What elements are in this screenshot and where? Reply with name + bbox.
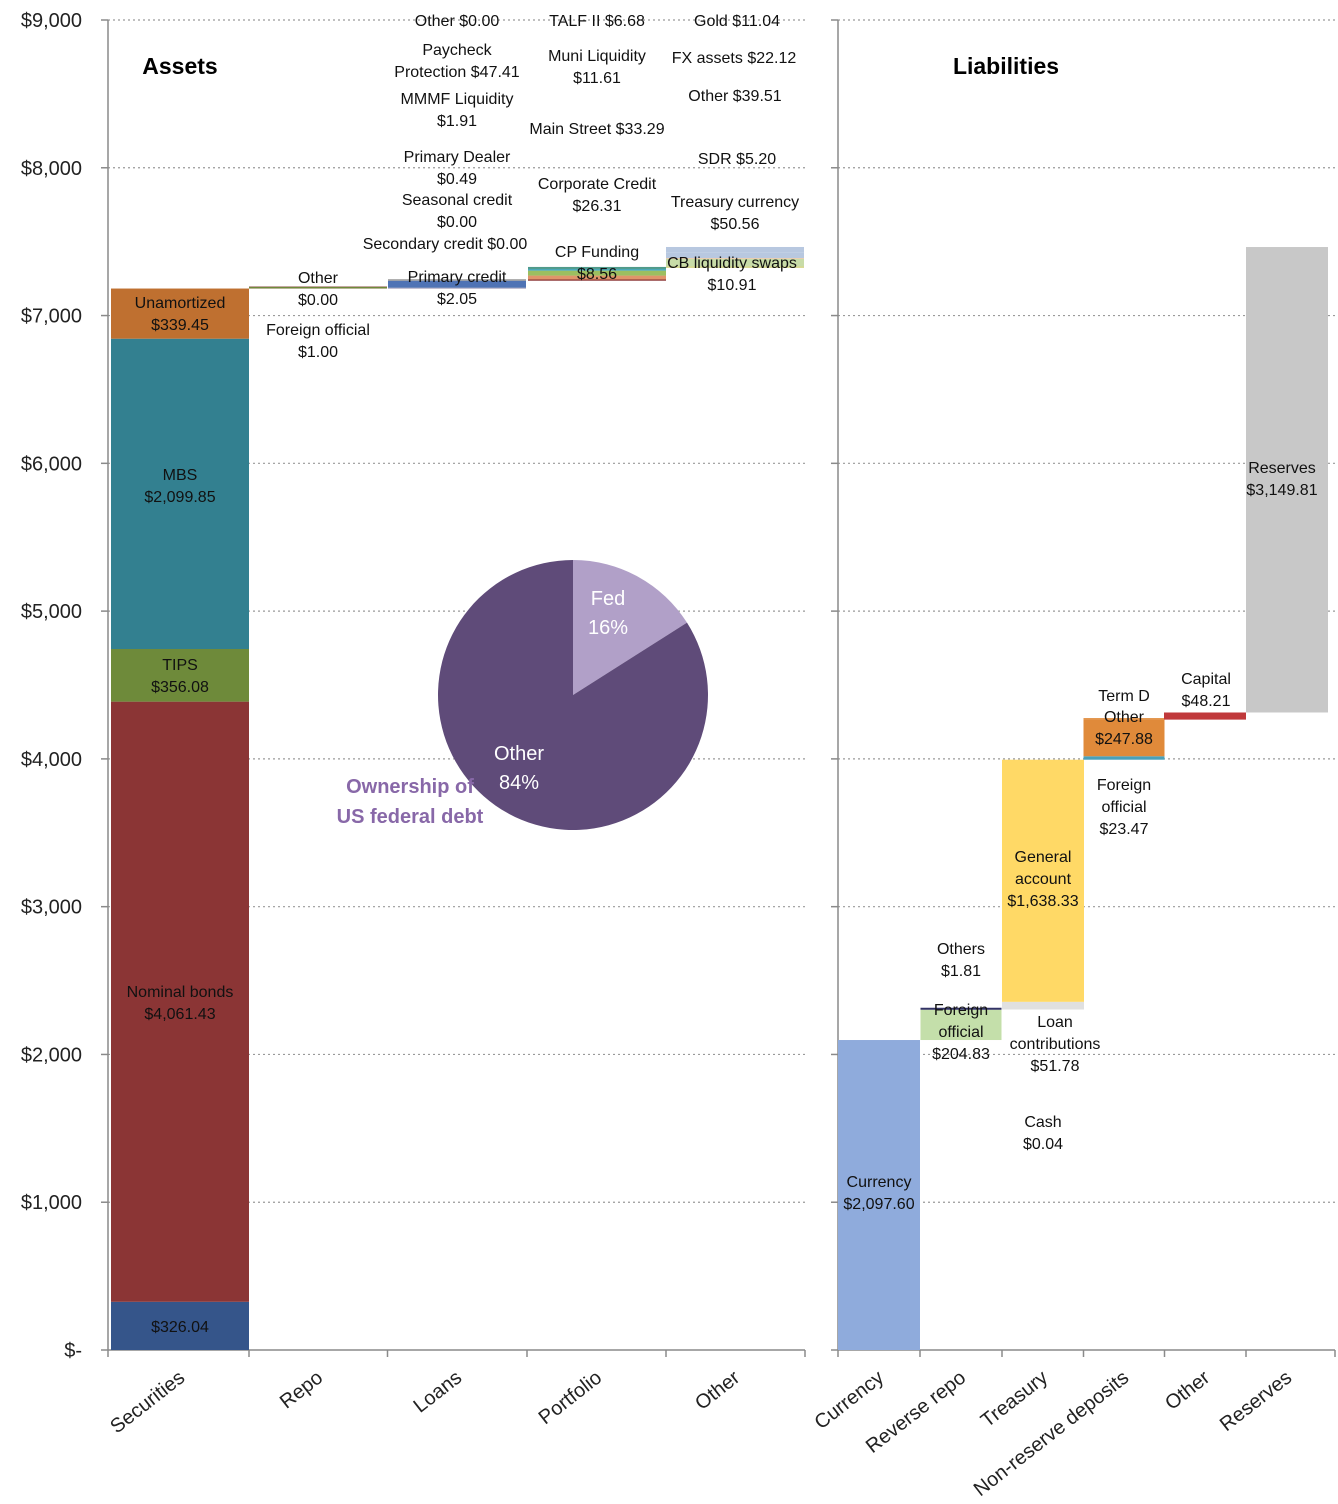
- y-tick-label: $9,000: [21, 10, 82, 32]
- pie-label-pct: 84%: [499, 772, 539, 794]
- y-tick-label: $6,000: [21, 453, 82, 475]
- data-label-1-3: Cash $0.04: [1023, 1114, 1063, 1153]
- data-label-0-12: Paycheck Protection $47.41: [394, 42, 520, 81]
- x-tick-label: Securities: [106, 1367, 189, 1438]
- data-label-0-6: Other $0.00: [298, 270, 339, 309]
- bars: [111, 246, 1328, 1350]
- pie-title: Ownership of US federal debt: [337, 776, 484, 828]
- x-tick-label: Other: [1161, 1366, 1214, 1414]
- bar-segment-0-24: [666, 246, 804, 249]
- bar-segment-1-10: [1246, 247, 1328, 713]
- bar-segment-1-4: [1002, 1001, 1084, 1010]
- data-label-0-23: FX assets $22.12: [672, 50, 797, 67]
- data-label-0-8: Secondary credit $0.00: [363, 236, 528, 253]
- bar-segment-0-14: [528, 278, 666, 281]
- data-label-1-10: Reserves $3,149.81: [1246, 460, 1317, 499]
- bar-segment-0-6: [249, 286, 387, 289]
- data-label-0-20: Treasury currency $50.56: [671, 194, 799, 233]
- data-labels: Assets Liabilities $326.04 Nominal bonds $4,…: [127, 13, 1318, 1336]
- bar-segment-0-19: [666, 265, 804, 268]
- x-tick-label: Repo: [276, 1367, 327, 1414]
- data-label-0-16: Main Street $33.29: [529, 121, 664, 138]
- data-label-0-1: Nominal bonds $4,061.43: [127, 984, 234, 1023]
- bar-segment-1-5: [1002, 759, 1084, 1002]
- pie-slice-other: [438, 560, 708, 831]
- data-label-1-6: Foreign official $23.47: [1097, 777, 1151, 838]
- data-label-1-1: Foreign official $204.83: [932, 1002, 990, 1063]
- bar-segment-0-18: [528, 266, 666, 269]
- y-tick-label: $2,000: [21, 1044, 82, 1066]
- data-label-0-22: Other $39.51: [688, 88, 782, 105]
- bar-segment-1-8: [1083, 718, 1165, 720]
- data-label-0-2: TIPS $356.08: [151, 657, 209, 696]
- data-label-1-7: Other $247.88: [1095, 709, 1153, 748]
- data-label-0-24: Gold $11.04: [694, 13, 780, 30]
- y-tick-label: $8,000: [21, 158, 82, 180]
- data-label-1-4: Loan contributions $51.78: [1010, 1014, 1101, 1075]
- y-tick-label: $7,000: [21, 306, 82, 328]
- data-label-0-0: $326.04: [151, 1319, 209, 1336]
- y-tick-label: $4,000: [21, 749, 82, 771]
- data-label-0-7: Primary credit $2.05: [408, 269, 507, 308]
- data-label-0-3: MBS $2,099.85: [144, 467, 215, 506]
- data-label-0-21: SDR $5.20: [698, 151, 776, 168]
- assets-title: Assets: [142, 53, 217, 79]
- pie-label-name: Other: [494, 743, 544, 765]
- pie-slice-fed: [573, 560, 687, 695]
- bar-segment-0-0: [111, 1301, 249, 1350]
- bar-segment-1-9: [1164, 712, 1246, 720]
- data-label-0-14: CP Funding $8.56: [555, 244, 639, 283]
- x-tick-label: Loans: [410, 1367, 466, 1418]
- bar-segment-1-6: [1083, 756, 1165, 760]
- data-label-1-5: General account $1,638.33: [1007, 849, 1078, 910]
- bar-segment-0-22: [666, 252, 804, 259]
- y-tick-label: $3,000: [21, 897, 82, 919]
- liabilities-title: Liabilities: [953, 53, 1059, 79]
- data-label-0-4: Unamortized $339.45: [135, 295, 226, 334]
- data-label-0-5: Foreign official $1.00: [266, 322, 370, 361]
- x-tick-label: Non-reserve deposits: [970, 1367, 1133, 1501]
- x-tick-label: Portfolio: [535, 1367, 606, 1430]
- data-label-0-9: Seasonal credit $0.00: [402, 192, 513, 231]
- data-label-1-2: Others $1.81: [937, 941, 985, 980]
- bar-segment-0-1: [111, 701, 249, 1302]
- x-tick-label: Reserves: [1216, 1367, 1296, 1436]
- data-label-0-18: TALF II $6.68: [549, 13, 645, 30]
- data-label-1-8: Term D: [1098, 688, 1150, 705]
- bar-segment-1-1: [920, 1009, 1002, 1041]
- data-label-0-10: Primary Dealer $0.49: [404, 149, 511, 188]
- bar-segment-1-0: [838, 1040, 920, 1350]
- y-tick-label: $-: [64, 1340, 82, 1362]
- x-tick-label: Currency: [811, 1367, 888, 1434]
- bar-segment-0-13: [388, 279, 526, 281]
- bar-segment-0-23: [666, 248, 804, 253]
- data-label-0-11: MMMF Liquidity $1.91: [401, 91, 514, 130]
- bar-segment-0-2: [111, 649, 249, 702]
- data-label-0-17: Muni Liquidity $11.61: [548, 48, 646, 87]
- data-label-1-9: Capital $48.21: [1181, 671, 1231, 710]
- bar-segment-1-7: [1083, 719, 1165, 757]
- bar-segment-0-20: [666, 258, 804, 267]
- bar-segment-0-16: [528, 270, 666, 276]
- data-label-1-0: Currency $2,097.60: [843, 1174, 914, 1213]
- pie-chart: [438, 560, 708, 831]
- x-tick-label: Other: [691, 1366, 744, 1414]
- y-tick-label: $5,000: [21, 601, 82, 623]
- bar-segment-0-3: [111, 338, 249, 650]
- bar-segment-0-15: [528, 275, 666, 280]
- data-label-0-15: Corporate Credit $26.31: [538, 176, 657, 215]
- bar-segment-0-12: [388, 280, 526, 288]
- bar-segment-1-2: [920, 1007, 1002, 1010]
- bar-segment-0-4: [111, 288, 249, 339]
- data-label-0-19: CB liquidity swaps $10.91: [667, 255, 797, 294]
- pie-label-pct: 16%: [588, 617, 628, 639]
- y-tick-label: $1,000: [21, 1192, 82, 1214]
- data-label-0-13: Other $0.00: [415, 13, 500, 30]
- bar-segment-0-17: [528, 268, 666, 271]
- x-tick-label: Treasury: [977, 1367, 1052, 1432]
- pie-label-name: Fed: [591, 588, 625, 610]
